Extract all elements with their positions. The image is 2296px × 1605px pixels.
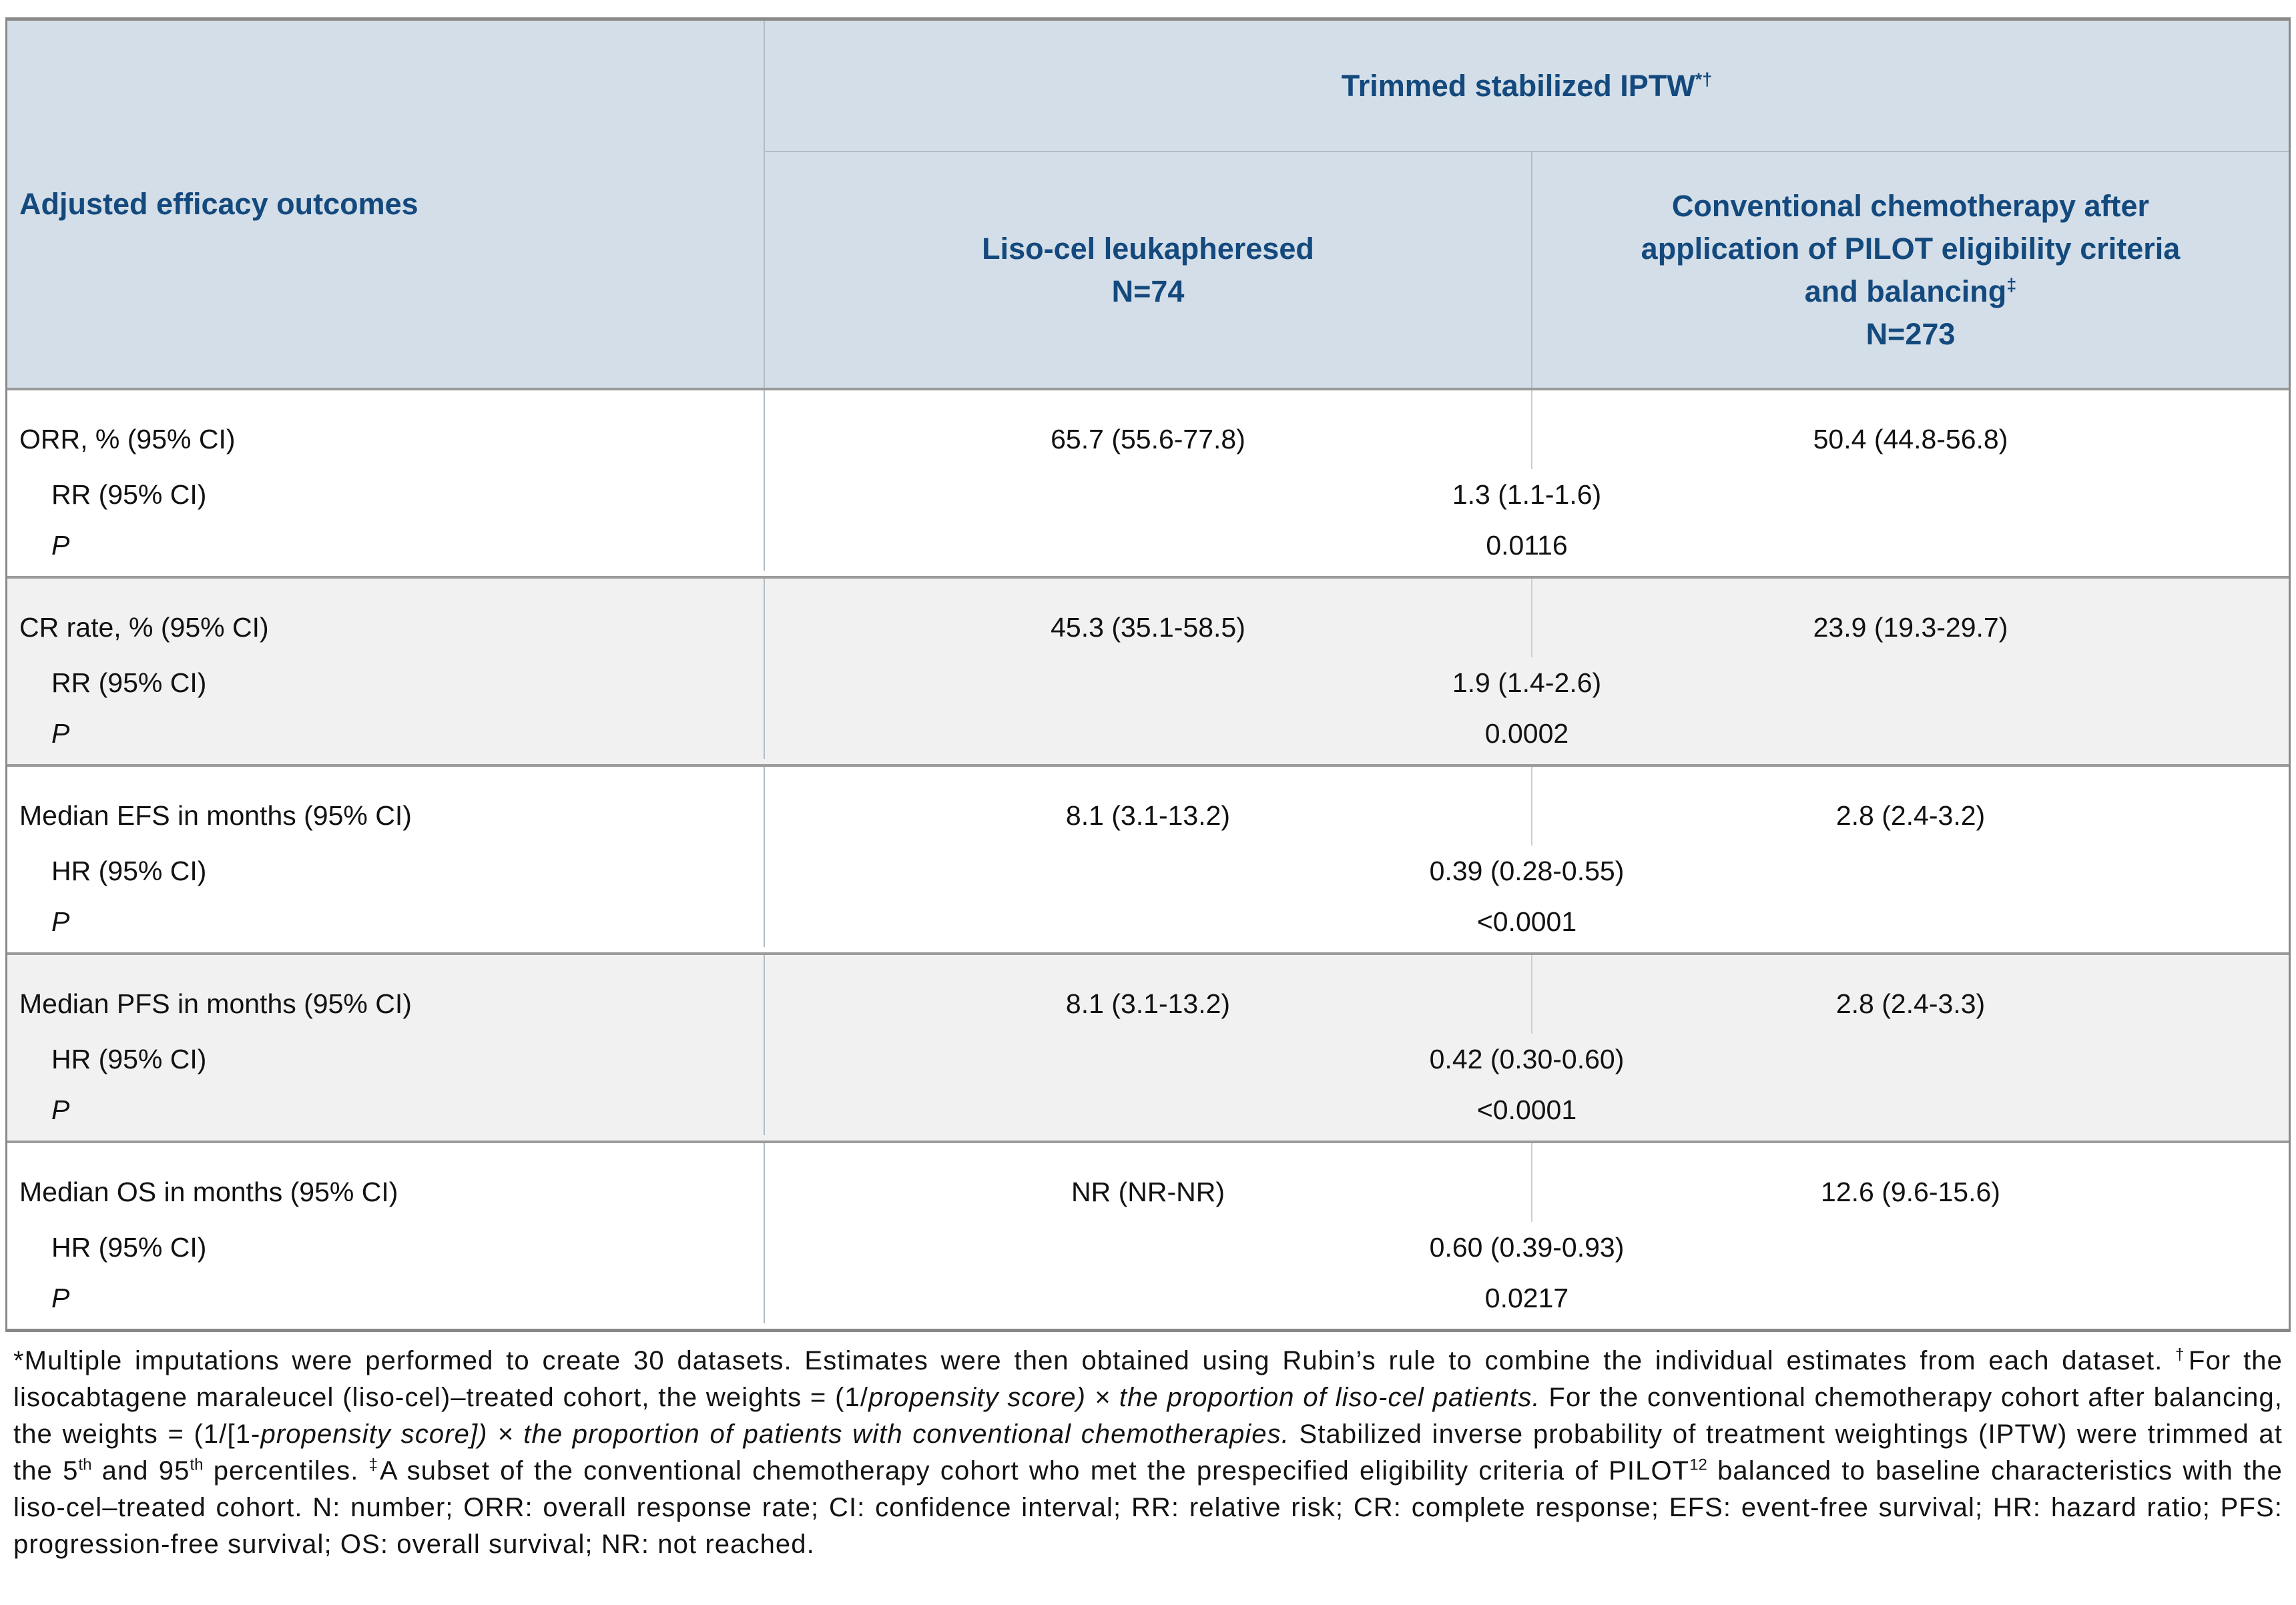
- row-outcome-label: CR rate, % (95% CI): [19, 611, 269, 643]
- value-pvalue: 0.0002: [1484, 717, 1569, 749]
- chemo-header-footnote-marker: ‡: [2006, 274, 2017, 295]
- iptw-banner-label: Trimmed stabilized IPTW: [1341, 68, 1695, 103]
- row-label-cell: ORR, % (95% CI) RR (95% CI) P: [7, 390, 765, 571]
- value-pvalue: 0.0116: [1486, 529, 1568, 561]
- row-outcome-label: ORR, % (95% CI): [19, 423, 236, 454]
- table-row-orr: ORR, % (95% CI) RR (95% CI) P 65.7 (55.6…: [7, 390, 2289, 579]
- value-chemo: 2.8 (2.4-3.2): [1835, 799, 1986, 831]
- header-cell-chemo: Conventional chemotherapy after applicat…: [1532, 152, 2289, 388]
- value-chemo: 50.4 (44.8-56.8): [1813, 423, 2008, 454]
- value-lisocel: NR (NR-NR): [765, 1143, 1532, 1222]
- row-p-label: P: [51, 1282, 70, 1313]
- value-lisocel: 8.1 (3.1-13.2): [765, 955, 1532, 1034]
- row-p-label: P: [51, 1094, 70, 1125]
- footnote-double-dagger-marker: ‡: [368, 1456, 380, 1474]
- value-lisocel: 65.7 (55.6-77.8): [765, 390, 1532, 469]
- chemo-header-line2: application of PILOT eligibility criteri…: [1641, 231, 2181, 266]
- table-row-os: Median OS in months (95% CI) HR (95% CI)…: [7, 1143, 2289, 1329]
- row-stat-label: RR (95% CI): [51, 478, 207, 510]
- table-row-pfs: Median PFS in months (95% CI) HR (95% CI…: [7, 955, 2289, 1143]
- table-row-cr: CR rate, % (95% CI) RR (95% CI) P 45.3 (…: [7, 579, 2289, 767]
- lisocel-header-n: N=74: [1111, 274, 1185, 308]
- chemo-header-n: N=273: [1866, 316, 1956, 351]
- row-stat-label: HR (95% CI): [51, 1043, 207, 1074]
- value-lisocel: 45.3 (35.1-58.5): [765, 579, 1532, 657]
- table-footnote: *Multiple imputations were performed to …: [13, 1345, 2283, 1559]
- value-ratio: 0.39 (0.28-0.55): [1429, 855, 1625, 886]
- value-ratio: 1.3 (1.1-1.6): [1452, 478, 1602, 510]
- value-lisocel: 8.1 (3.1-13.2): [765, 767, 1532, 846]
- header-cell-outcomes: Adjusted efficacy outcomes: [7, 21, 765, 388]
- row-label-cell: Median PFS in months (95% CI) HR (95% CI…: [7, 955, 765, 1135]
- value-chemo: 2.8 (2.4-3.3): [1835, 988, 1986, 1019]
- header-banner-iptw: Trimmed stabilized IPTW*†: [765, 21, 2289, 152]
- row-stat-label: RR (95% CI): [51, 667, 207, 698]
- chemo-header-line3: and balancing: [1804, 274, 2007, 308]
- row-stat-label: HR (95% CI): [51, 1231, 207, 1263]
- header-cell-lisocel: Liso-cel leukapheresed N=74: [765, 152, 1532, 388]
- row-label-cell: CR rate, % (95% CI) RR (95% CI) P: [7, 579, 765, 759]
- table-row-efs: Median EFS in months (95% CI) HR (95% CI…: [7, 767, 2289, 955]
- row-p-label: P: [51, 717, 70, 749]
- value-chemo: 12.6 (9.6-15.6): [1821, 1176, 2000, 1207]
- footnote-reference-12: 12: [1689, 1456, 1707, 1474]
- outcomes-header-label: Adjusted efficacy outcomes: [19, 187, 418, 221]
- value-ratio: 1.9 (1.4-2.6): [1452, 667, 1602, 698]
- row-outcome-label: Median PFS in months (95% CI): [19, 988, 412, 1019]
- row-outcome-label: Median EFS in months (95% CI): [19, 799, 412, 831]
- footnote-dagger-marker: †: [2175, 1345, 2189, 1364]
- value-pvalue: <0.0001: [1476, 906, 1577, 937]
- row-p-label: P: [51, 529, 70, 561]
- lisocel-header-line: Liso-cel leukapheresed: [982, 231, 1314, 266]
- iptw-banner-footnote-marker: *†: [1695, 69, 1713, 89]
- value-ratio: 0.42 (0.30-0.60): [1429, 1043, 1625, 1074]
- row-outcome-label: Median OS in months (95% CI): [19, 1176, 398, 1207]
- value-pvalue: 0.0217: [1484, 1282, 1569, 1313]
- row-p-label: P: [51, 906, 70, 937]
- row-label-cell: Median EFS in months (95% CI) HR (95% CI…: [7, 767, 765, 947]
- footnote-text: *Multiple imputations were performed to …: [13, 1346, 2176, 1375]
- value-pvalue: <0.0001: [1476, 1094, 1577, 1125]
- table-header: Adjusted efficacy outcomes Trimmed stabi…: [7, 21, 2289, 390]
- row-label-cell: Median OS in months (95% CI) HR (95% CI)…: [7, 1143, 765, 1323]
- value-ratio: 0.60 (0.39-0.93): [1429, 1231, 1625, 1263]
- efficacy-table: Adjusted efficacy outcomes Trimmed stabi…: [5, 17, 2291, 1332]
- row-stat-label: HR (95% CI): [51, 855, 207, 886]
- value-chemo: 23.9 (19.3-29.7): [1813, 611, 2008, 643]
- chemo-header-line1: Conventional chemotherapy after: [1671, 188, 2150, 223]
